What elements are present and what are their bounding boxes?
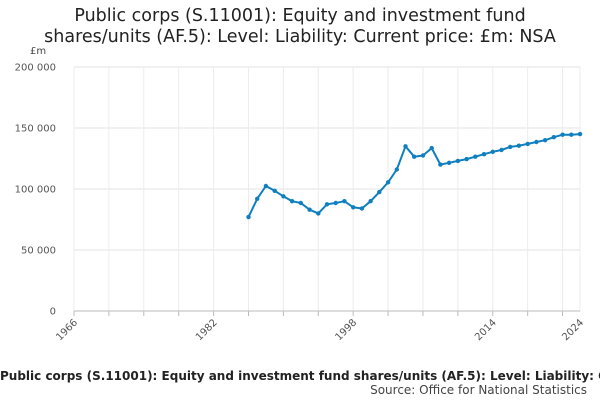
data-point — [429, 145, 434, 151]
data-point — [394, 167, 399, 172]
data-point — [281, 194, 286, 199]
y-tick-label: 0 — [50, 307, 56, 318]
x-tick-label: 2014 — [473, 317, 499, 343]
data-point — [473, 154, 478, 159]
series-line — [247, 133, 581, 218]
x-tick-label: 1982 — [194, 317, 220, 343]
x-tick-labels: 1966 1982 1998 2014 2024 — [54, 317, 586, 343]
data-point — [324, 202, 330, 207]
data-point — [516, 143, 522, 148]
data-point — [525, 141, 530, 147]
data-point — [560, 132, 565, 137]
chart-title: Public corps (S.11001): Equity and inves… — [44, 6, 556, 47]
data-point — [420, 153, 426, 158]
data-point — [351, 205, 356, 210]
data-point — [255, 196, 260, 201]
y-tick-label: 50 000 — [21, 246, 56, 257]
data-point — [542, 138, 548, 143]
data-point — [569, 132, 574, 137]
series — [246, 131, 583, 220]
data-point — [438, 162, 443, 167]
data-point — [298, 200, 303, 206]
axes — [73, 310, 580, 316]
data-point — [490, 149, 495, 154]
y-tick-labels: 0 50 000 100 000 150 000 200 000 — [15, 63, 56, 318]
data-point — [403, 144, 408, 149]
data-point — [385, 180, 391, 185]
data-point — [359, 206, 365, 211]
footer-caption-text: Public corps (S.11001): Equity and inves… — [0, 369, 600, 383]
data-point — [481, 152, 487, 157]
data-point — [464, 156, 469, 162]
y-tick-label: 100 000 — [15, 185, 56, 196]
data-point — [316, 211, 321, 216]
data-point — [263, 183, 269, 189]
data-point — [307, 207, 312, 212]
data-point — [412, 154, 417, 159]
grid-lines — [73, 66, 581, 311]
data-point — [499, 147, 504, 153]
footer-source: Source: Office for National Statistics — [370, 383, 587, 397]
data-point — [272, 188, 277, 193]
data-point — [246, 214, 251, 220]
data-point — [289, 199, 295, 204]
x-tick-label: 1998 — [334, 317, 360, 343]
data-point — [534, 139, 539, 145]
data-point — [455, 158, 461, 164]
footer-caption: Public corps (S.11001): Equity and inves… — [0, 369, 600, 383]
data-point — [446, 160, 452, 165]
data-point — [377, 189, 382, 195]
x-tick-label: 2024 — [560, 317, 586, 343]
x-tick-label: 1966 — [54, 317, 80, 343]
data-point — [551, 135, 556, 140]
data-point — [368, 199, 373, 204]
y-tick-label: 200 000 — [15, 63, 56, 74]
data-point — [342, 199, 347, 204]
y-tick-label: 150 000 — [15, 124, 56, 135]
data-point — [333, 200, 338, 206]
data-point — [577, 131, 583, 137]
y-axis-unit-label: £m — [30, 46, 47, 57]
data-point — [508, 144, 513, 150]
